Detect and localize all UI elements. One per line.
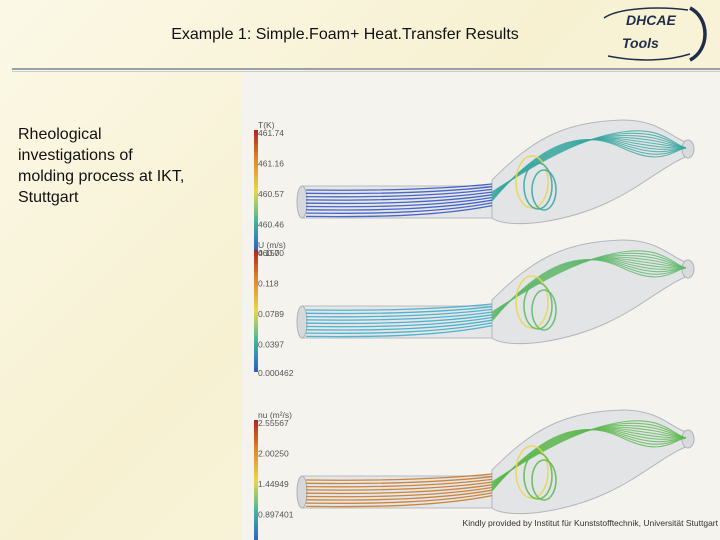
streamline (305, 311, 493, 321)
simulation-panel: nu (m²/s)2.55567 2.00250 1.44949 0.897401 0.… (254, 409, 695, 540)
streamline (305, 494, 493, 508)
streamline (305, 303, 493, 311)
swirl-streamline (515, 445, 549, 499)
streamline (305, 319, 493, 331)
logo-line1: DHCAE (626, 12, 676, 28)
colorbar (254, 420, 258, 540)
streamline (305, 484, 493, 495)
streamline (305, 492, 493, 504)
streamline (491, 258, 687, 322)
swirl-streamline (531, 169, 557, 211)
colorbar-tick-label: 461.16 (258, 159, 284, 169)
streamline (305, 308, 493, 318)
streamline (305, 473, 493, 481)
swirl-streamline (523, 452, 553, 500)
swirl-streamline (515, 155, 549, 209)
colorbar (254, 250, 258, 372)
colorbar-tick-label: 461.74 (258, 128, 284, 138)
streamline (305, 204, 493, 218)
colorbar-tick-label: 2.55567 (258, 418, 289, 428)
streamline (305, 322, 493, 334)
inlet-end (296, 305, 308, 339)
streamline (491, 138, 687, 202)
colorbar-tick-label: 0.0789 (258, 309, 284, 319)
streamline (491, 428, 687, 492)
streamline (305, 489, 493, 501)
colorbar-tick-label: 0.118 (258, 279, 279, 289)
slide-title: Example 1: Simple.Foam+ Heat.Transfer Re… (171, 26, 519, 43)
streamline (305, 194, 493, 205)
colorbar-title: nu (m²/s) (258, 410, 292, 420)
simulation-panel: U (m/s)0.157 0.118 0.0789 0.0397 0.000462 (254, 239, 695, 378)
title-divider (12, 68, 720, 70)
inlet-end (296, 185, 308, 219)
dhcae-tools-logo: DHCAE Tools (603, 6, 707, 62)
logo-line2: Tools (622, 35, 659, 51)
colorbar-title: U (m/s) (258, 240, 286, 250)
streamline (305, 486, 493, 498)
colorbar-tick-label: 460.57 (258, 189, 284, 199)
streamline (305, 324, 493, 338)
inlet-end (296, 475, 308, 509)
streamline (305, 478, 493, 488)
simulation-panel: T(K)461.74 461.16 460.57 460.46 460.00 (254, 119, 695, 258)
streamline (305, 196, 493, 208)
streamline (305, 316, 493, 328)
swirl-streamline (515, 275, 549, 329)
streamline (305, 476, 493, 485)
body-text: Rheological investigations of molding pr… (18, 126, 185, 206)
streamline (305, 186, 493, 195)
streamline (305, 481, 493, 491)
streamline (305, 191, 493, 201)
streamline (305, 314, 493, 325)
image-credit: Kindly provided by Institut für Kunststo… (462, 518, 718, 528)
title-divider-thin (12, 71, 720, 72)
swirl-streamline (531, 289, 557, 331)
colorbar-tick-label: 0.897401 (258, 510, 294, 520)
colorbar-tick-label: 0.157 (258, 248, 280, 258)
colorbar-tick-label: 1.44949 (258, 479, 289, 489)
colorbar-tick-label: 2.00250 (258, 449, 289, 459)
streamline (305, 306, 493, 315)
swirl-streamline (531, 459, 557, 501)
swirl-streamline (523, 162, 553, 210)
colorbar (254, 130, 258, 252)
streamline (305, 188, 493, 198)
swirl-streamline (523, 282, 553, 330)
streamline (305, 202, 493, 214)
simulation-figure: T(K)461.74 461.16 460.57 460.46 460.00U (m/s… (242, 72, 720, 540)
colorbar-tick-label: 0.0397 (258, 340, 284, 350)
colorbar-tick-label: 460.00 (258, 248, 284, 258)
colorbar-title: T(K) (258, 120, 275, 130)
colorbar-tick-label: 0.000462 (258, 368, 294, 378)
logo-swoosh-icon (689, 6, 707, 62)
colorbar-tick-label: 0.343312 (258, 538, 294, 540)
streamline (305, 183, 493, 191)
colorbar-tick-label: 460.46 (258, 220, 284, 230)
streamline (305, 199, 493, 211)
